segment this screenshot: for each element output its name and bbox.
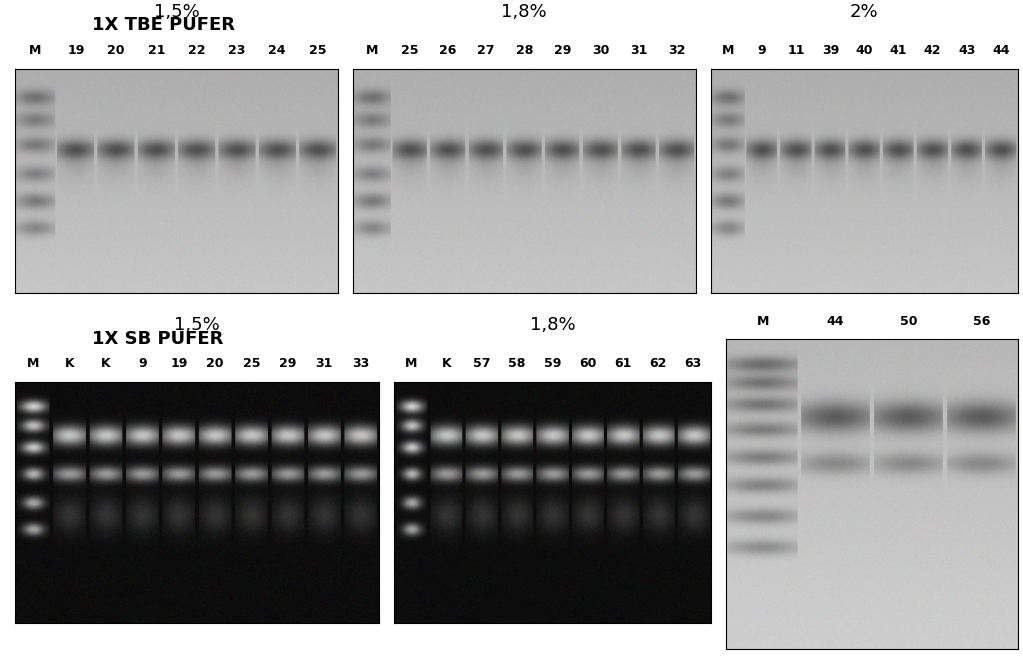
Text: 1,5%: 1,5%	[153, 3, 199, 21]
Text: 19: 19	[68, 44, 85, 57]
Text: 23: 23	[228, 44, 246, 57]
Text: 9: 9	[758, 44, 766, 57]
Text: M: M	[30, 44, 42, 57]
Text: 59: 59	[544, 357, 561, 370]
Text: 56: 56	[973, 314, 990, 328]
Text: 20: 20	[207, 357, 224, 370]
Text: M: M	[405, 357, 417, 370]
Text: 60: 60	[579, 357, 596, 370]
Text: 11: 11	[788, 44, 805, 57]
Text: 25: 25	[309, 44, 326, 57]
Text: 40: 40	[855, 44, 874, 57]
Text: 61: 61	[614, 357, 631, 370]
Text: 30: 30	[591, 44, 609, 57]
Text: 28: 28	[516, 44, 533, 57]
Text: 41: 41	[890, 44, 907, 57]
Text: K: K	[442, 357, 451, 370]
Text: 1X SB PUFER: 1X SB PUFER	[92, 330, 223, 347]
Text: 29: 29	[553, 44, 571, 57]
Text: 22: 22	[188, 44, 206, 57]
Text: 31: 31	[630, 44, 648, 57]
Text: 24: 24	[268, 44, 285, 57]
Text: 57: 57	[474, 357, 491, 370]
Text: K: K	[101, 357, 110, 370]
Text: 33: 33	[352, 357, 369, 370]
Text: 9: 9	[138, 357, 146, 370]
Text: 25: 25	[242, 357, 260, 370]
Text: M: M	[28, 357, 40, 370]
Text: 2%: 2%	[858, 273, 886, 291]
Text: 27: 27	[478, 44, 495, 57]
Text: 20: 20	[107, 44, 125, 57]
Text: 19: 19	[170, 357, 187, 370]
Text: 21: 21	[147, 44, 165, 57]
Text: 1,5%: 1,5%	[174, 316, 220, 334]
Text: M: M	[757, 314, 769, 328]
Text: 2%: 2%	[850, 3, 879, 21]
Text: 25: 25	[401, 44, 418, 57]
Text: 26: 26	[440, 44, 457, 57]
Text: 43: 43	[959, 44, 975, 57]
Text: 32: 32	[668, 44, 685, 57]
Text: 44: 44	[992, 44, 1010, 57]
Text: 50: 50	[900, 314, 918, 328]
Text: M: M	[722, 44, 735, 57]
Text: 62: 62	[650, 357, 667, 370]
Text: 1,8%: 1,8%	[501, 3, 547, 21]
Text: 39: 39	[821, 44, 839, 57]
Text: 44: 44	[827, 314, 844, 328]
Text: K: K	[65, 357, 75, 370]
Text: 1X TBE PUFER: 1X TBE PUFER	[92, 16, 235, 34]
Text: 42: 42	[924, 44, 941, 57]
Text: 1,8%: 1,8%	[530, 316, 575, 334]
Text: 58: 58	[508, 357, 526, 370]
Text: 29: 29	[279, 357, 297, 370]
Text: M: M	[366, 44, 379, 57]
Text: 31: 31	[315, 357, 332, 370]
Text: 63: 63	[684, 357, 702, 370]
